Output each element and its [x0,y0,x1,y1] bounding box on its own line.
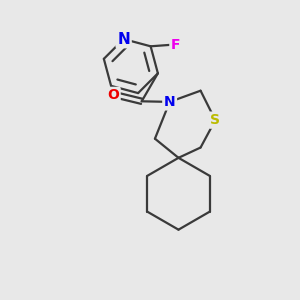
Text: N: N [117,32,130,46]
Text: F: F [171,38,180,52]
Text: N: N [164,95,176,109]
Text: S: S [210,113,220,127]
Text: O: O [107,88,119,102]
